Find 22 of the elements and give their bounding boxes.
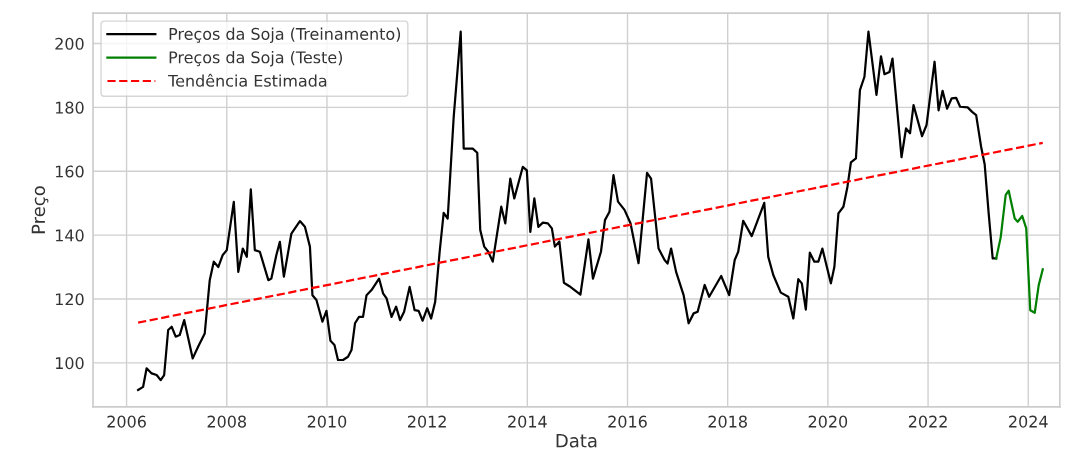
x-tick-label: 2008 xyxy=(207,415,246,428)
line-series xyxy=(995,189,1044,314)
y-axis-title: Preço xyxy=(31,186,49,234)
y-tick-label: 180 xyxy=(55,101,84,114)
legend-label: Preços da Soja (Teste) xyxy=(169,51,343,67)
legend-label: Preços da Soja (Treinamento) xyxy=(169,27,401,44)
x-tick-label: 2022 xyxy=(908,415,947,428)
x-axis-title: Data xyxy=(556,434,597,448)
x-tick-label: 2016 xyxy=(608,415,647,428)
y-tick-label: 120 xyxy=(55,293,84,306)
x-tick-label: 2010 xyxy=(307,415,347,428)
y-tick-label: 160 xyxy=(55,165,84,178)
x-tick-label: 2020 xyxy=(808,415,848,428)
x-tick-label: 2014 xyxy=(508,415,547,428)
x-tick-label: 2018 xyxy=(708,415,747,428)
legend-label: Tendência Estimada xyxy=(168,73,327,87)
y-tick-label: 100 xyxy=(55,357,84,370)
x-tick-label: 2024 xyxy=(1009,415,1048,428)
y-tick-label: 140 xyxy=(55,229,84,242)
x-tick-label: 2006 xyxy=(107,415,146,428)
y-tick-label: 200 xyxy=(55,37,84,50)
x-tick-label: 2012 xyxy=(407,415,446,428)
